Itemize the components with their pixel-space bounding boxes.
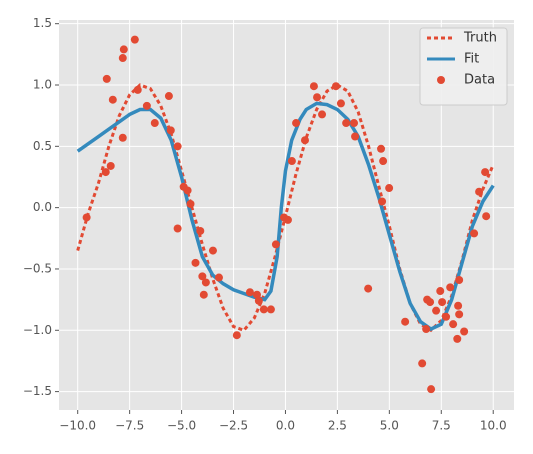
data-point — [119, 45, 128, 54]
data-point — [436, 287, 445, 296]
data-point — [432, 306, 441, 315]
data-point — [446, 283, 455, 292]
data-point — [482, 212, 491, 221]
legend-label: Data — [464, 73, 495, 88]
data-point — [166, 126, 175, 135]
legend-swatch — [437, 76, 445, 84]
data-point — [378, 197, 387, 206]
data-point — [351, 132, 360, 141]
data-point — [283, 215, 292, 224]
data-point — [313, 93, 322, 102]
data-point — [266, 305, 275, 314]
data-point — [442, 312, 451, 321]
data-point — [379, 157, 388, 166]
data-point — [214, 273, 223, 282]
data-point — [254, 296, 263, 305]
data-point — [292, 119, 301, 128]
ticks: −10.0 −7.5 −5.0 −2.5 0.0 2.5 5.0 7.5 10.0 −1.5 −1.… — [23, 16, 507, 432]
data-point — [259, 305, 268, 314]
data-point — [427, 385, 436, 394]
data-point — [208, 246, 217, 255]
data-point — [481, 168, 490, 177]
data-point — [271, 240, 280, 249]
data-point — [460, 327, 469, 336]
x-tick-label: 7.5 — [432, 419, 451, 433]
legend-label: Fit — [464, 52, 479, 67]
data-point — [454, 301, 463, 310]
line-series — [76, 101, 495, 332]
data-point — [336, 99, 345, 108]
data-point — [342, 119, 351, 128]
data-point — [232, 331, 241, 340]
data-point — [191, 258, 200, 267]
data-point — [364, 284, 373, 293]
y-tick-label: 0.0 — [33, 200, 52, 214]
data-point — [449, 320, 458, 329]
legend: Truth Fit Data — [419, 27, 508, 106]
data-point — [198, 272, 207, 281]
y-tick-label: 1.5 — [33, 16, 52, 30]
x-tick-label: −2.5 — [219, 419, 248, 433]
data-point — [173, 224, 182, 233]
data-point — [199, 290, 208, 299]
data-point — [453, 334, 462, 343]
data-point — [82, 213, 91, 222]
data-point — [252, 290, 261, 299]
x-tick-label: 5.0 — [380, 419, 399, 433]
data-point — [287, 157, 296, 166]
data-point — [418, 359, 427, 368]
y-tick-label: 0.5 — [33, 139, 52, 153]
data-point — [455, 310, 464, 319]
x-tick-label: 10.0 — [480, 419, 507, 433]
data-point — [377, 144, 386, 153]
x-tick-label: 2.5 — [328, 419, 347, 433]
data-point — [201, 278, 210, 287]
x-tick-label: 0.0 — [276, 419, 295, 433]
data-point — [455, 276, 464, 284]
data-point — [401, 317, 410, 326]
data-point — [183, 186, 192, 195]
data-point — [331, 82, 340, 91]
data-point — [309, 82, 318, 91]
data-point — [438, 298, 447, 307]
y-tick-label: −1.5 — [23, 384, 52, 398]
x-tick-label: −5.0 — [167, 419, 196, 433]
marks — [76, 35, 495, 394]
data-point — [130, 35, 139, 44]
data-point — [422, 325, 431, 334]
y-tick-label: −1.0 — [23, 323, 52, 337]
data-point — [150, 119, 159, 128]
data-point — [196, 226, 205, 235]
data-point — [142, 101, 151, 110]
y-tick-label: 1.0 — [33, 78, 52, 92]
data-point — [102, 74, 111, 83]
data-point — [186, 199, 195, 208]
data-point — [118, 133, 127, 142]
data-point — [133, 85, 142, 94]
data-point — [350, 119, 359, 128]
data-point — [108, 95, 117, 104]
legend-box — [419, 27, 508, 106]
x-tick-label: −7.5 — [115, 419, 144, 433]
data-point — [164, 92, 173, 101]
data-point — [118, 54, 127, 63]
x-tick-label: −10.0 — [59, 419, 96, 433]
data-point — [385, 184, 394, 193]
y-tick-label: −0.5 — [23, 261, 52, 275]
data-point — [318, 110, 327, 119]
data-point — [173, 142, 182, 151]
legend-label: Truth — [463, 31, 497, 46]
data-point — [101, 168, 110, 177]
data-point — [426, 298, 435, 307]
data-point — [475, 187, 484, 196]
data-point — [106, 161, 115, 170]
data-point — [245, 288, 254, 297]
data-point — [470, 229, 479, 238]
data-point — [300, 136, 309, 145]
